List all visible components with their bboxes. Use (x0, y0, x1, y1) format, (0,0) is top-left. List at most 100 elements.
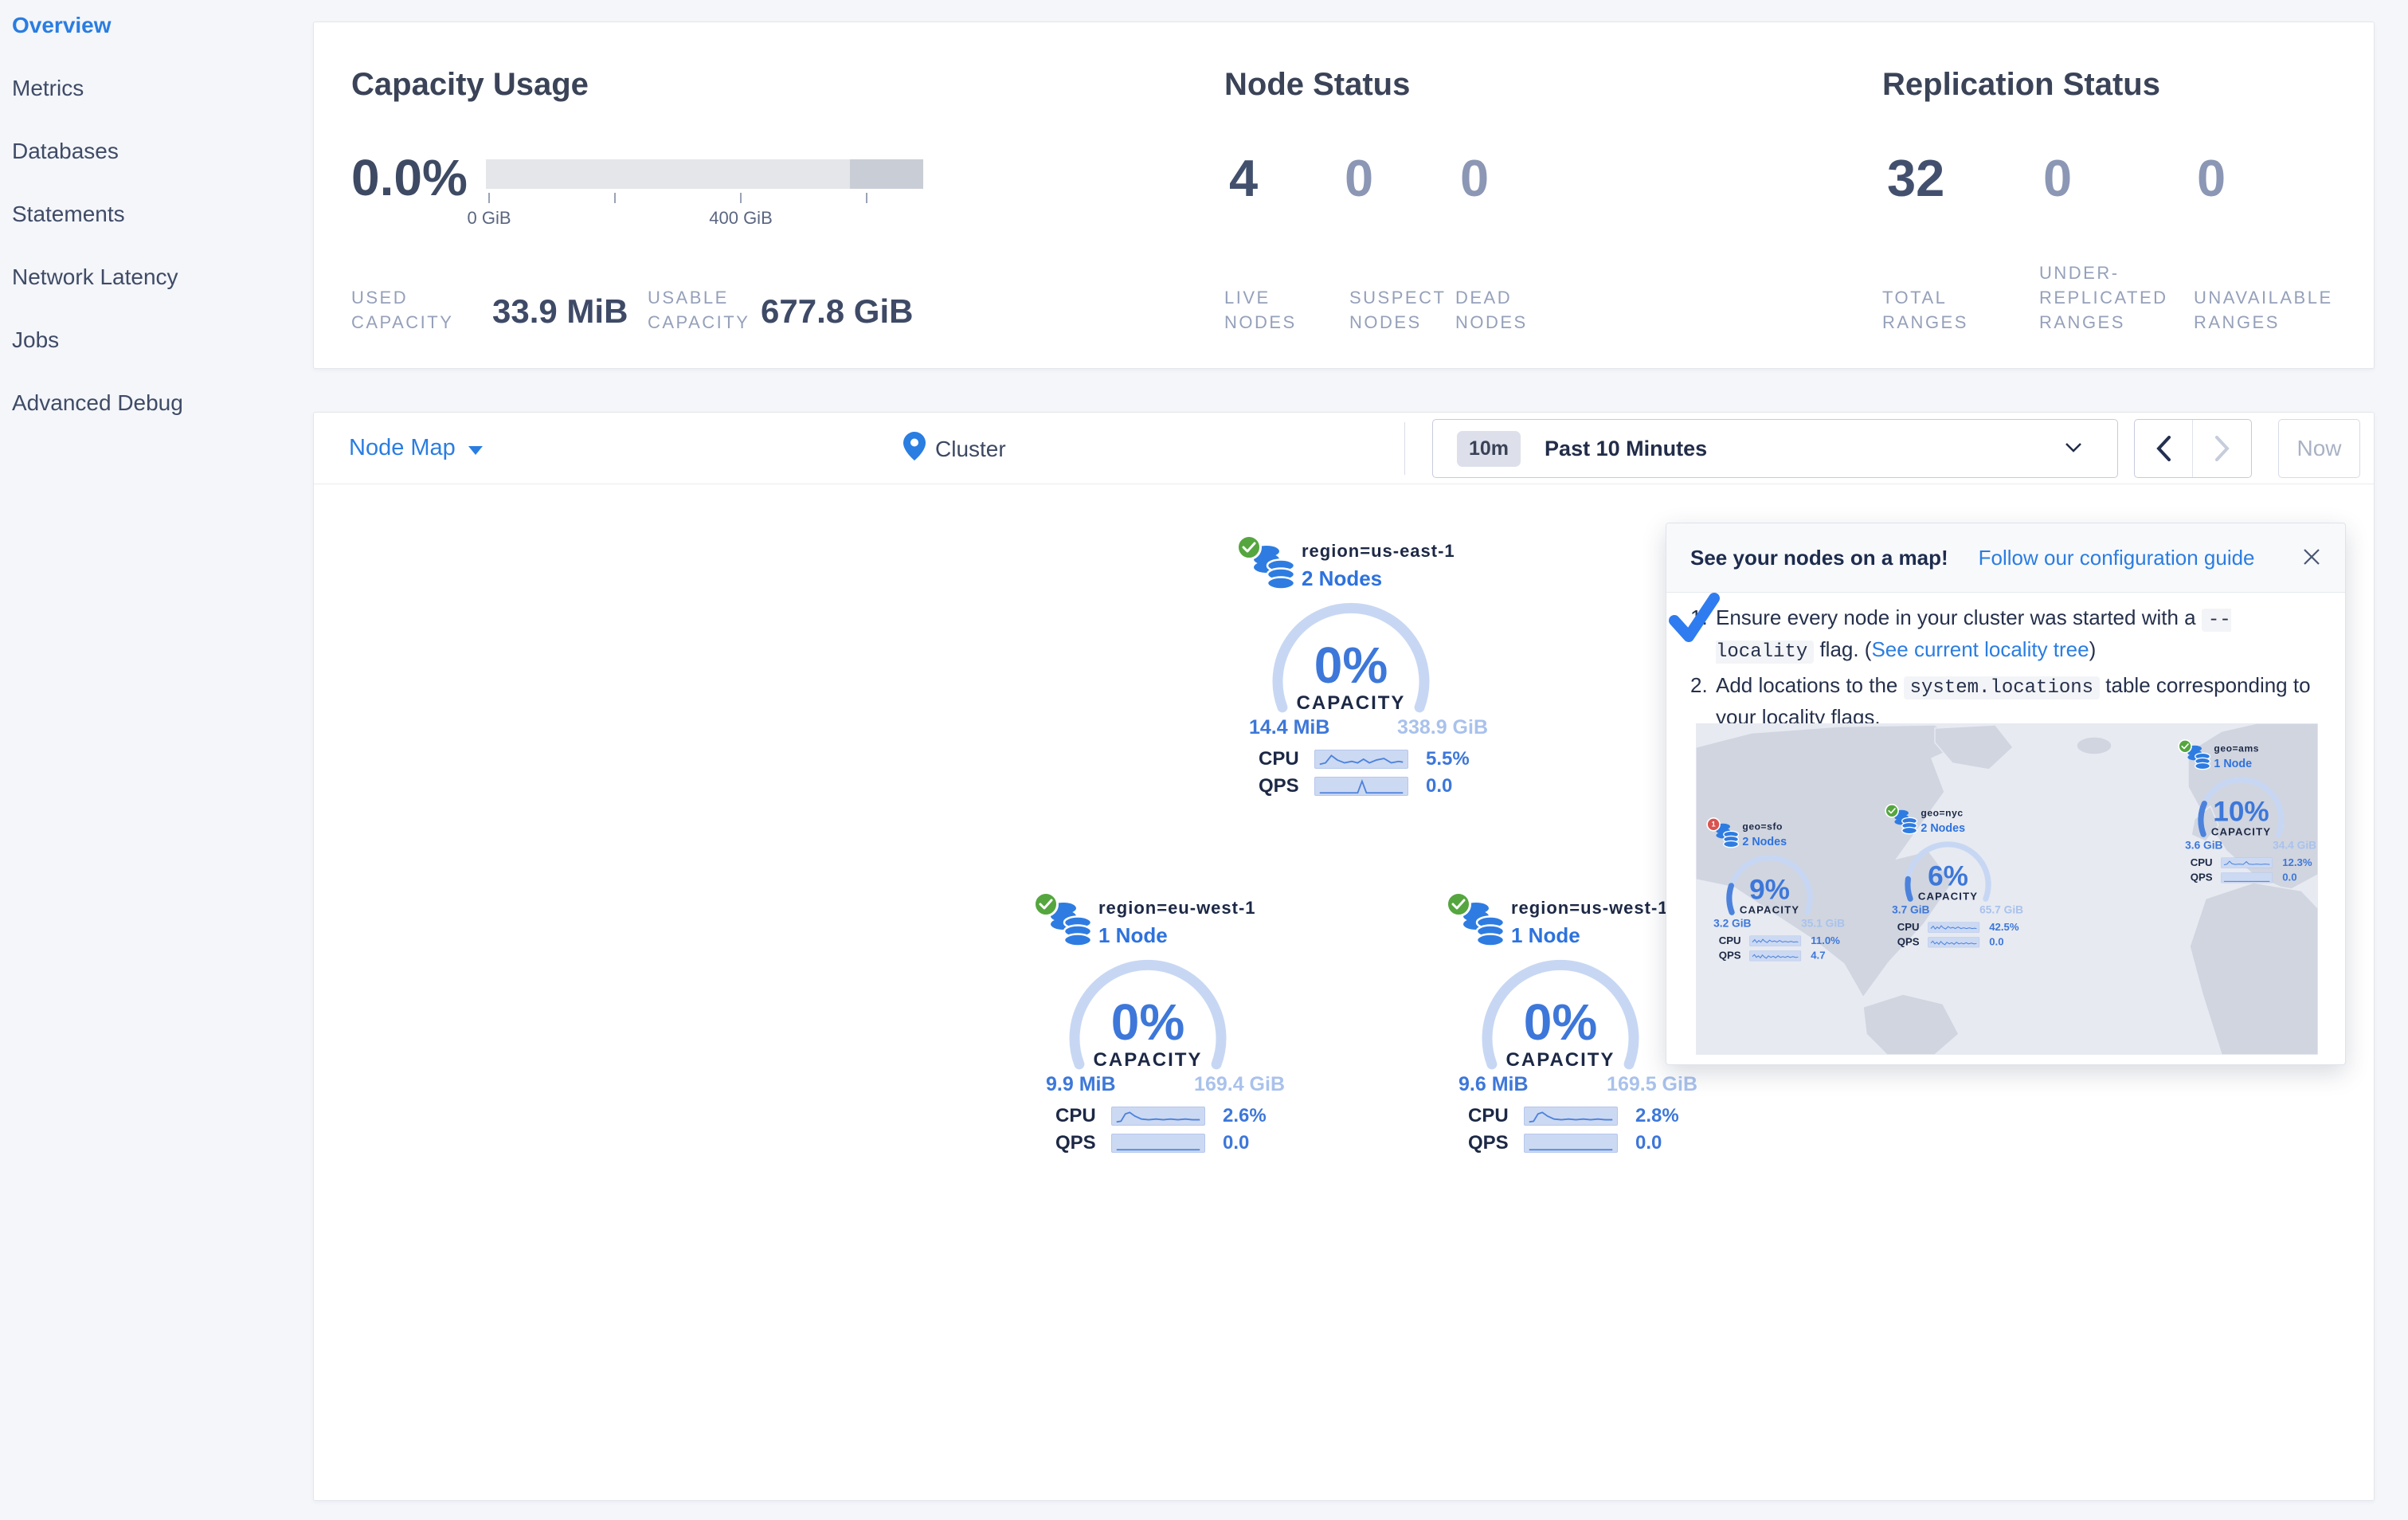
suspect-nodes-count: 0 (1345, 149, 1374, 207)
qps-sparkline (1314, 777, 1408, 796)
sidebar-item-metrics[interactable]: Metrics (12, 76, 84, 100)
capacity-gauge-arc (1726, 855, 1813, 915)
close-icon[interactable] (2302, 547, 2321, 566)
time-range-selector[interactable]: 10m Past 10 Minutes (1432, 419, 2118, 478)
capacity-gauge-label: CAPACITY (1296, 692, 1406, 714)
sidebar-item-network-latency[interactable]: Network Latency (12, 264, 178, 289)
cpu-label: CPU (1055, 1105, 1096, 1126)
region-usable-capacity: 169.5 GiB (1607, 1073, 1697, 1095)
database-nodes-icon (1254, 546, 1296, 590)
region-name: geo=nyc (1921, 807, 1964, 819)
region-used-capacity: 3.2 GiB (1713, 917, 1752, 930)
chevron-down-icon (468, 446, 483, 455)
region-usable-capacity: 35.1 GiB (1801, 917, 1846, 930)
node-map-guide-popup: See your nodes on a map! Follow our conf… (1666, 523, 2346, 1065)
capacity-gauge-label: CAPACITY (1739, 903, 1800, 916)
qps-label: QPS (1718, 950, 1741, 962)
capacity-gauge-arc (1905, 841, 1991, 902)
healthy-check-icon (1236, 535, 1262, 560)
map-toolbar: Node Map Cluster 10m Past 10 Minutes (314, 413, 2374, 484)
guide-map-preview: 1 geo=sfo 2 Nodes 9% CAPACITY 3.2 GiB (1696, 723, 2318, 1055)
region-usable-capacity: 338.9 GiB (1397, 716, 1488, 738)
cpu-sparkline (1928, 922, 1980, 933)
qps-value: 0.0 (1989, 936, 2004, 948)
capacity-gauge-arc (1069, 959, 1227, 1070)
dead-nodes-count: 0 (1460, 149, 1490, 207)
database-nodes-icon (1051, 903, 1093, 947)
world-map (1696, 723, 2318, 1055)
qps-sparkline (1111, 1134, 1205, 1153)
mini-region-ams: geo=ams 1 Node 10% CAPACITY 3.6 GiB 34.4… (2175, 739, 2318, 891)
qps-sparkline (1524, 1134, 1618, 1153)
now-button[interactable]: Now (2278, 419, 2360, 478)
axis-tick (488, 193, 490, 203)
region-used-capacity: 3.7 GiB (1892, 903, 1930, 916)
step-text: flag. ( (1814, 637, 1872, 661)
capacity-gauge-label: CAPACITY (1917, 890, 1979, 903)
sidebar-item-jobs[interactable]: Jobs (12, 327, 60, 352)
sidebar-item-databases[interactable]: Databases (12, 139, 119, 163)
system-locations-code: system.locations (1903, 676, 2101, 699)
region-name: region=eu-west-1 (1098, 898, 1256, 918)
capacity-gauge-percent: 0% (1110, 993, 1185, 1051)
prev-time-button[interactable] (2135, 420, 2193, 477)
view-selector-label: Node Map (349, 435, 456, 460)
axis-tick-label: 0 GiB (467, 208, 511, 228)
used-capacity-value: 33.9 MiB (492, 292, 628, 330)
mini-region-nyc: geo=nyc 2 Nodes 6% CAPACITY 3.7 GiB 65.7… (1882, 804, 2034, 955)
chevron-down-icon (2065, 443, 2081, 452)
cpu-sparkline (1314, 750, 1408, 769)
breadcrumb[interactable]: Cluster (935, 437, 1006, 461)
database-nodes-icon (1894, 809, 1918, 835)
capacity-gauge-label: CAPACITY (1505, 1049, 1615, 1071)
axis-tick-label: 400 GiB (709, 208, 773, 228)
configuration-guide-link[interactable]: Follow our configuration guide (1978, 545, 2255, 570)
warning-badge-icon: 1 (1706, 817, 1721, 832)
live-nodes-count: 4 (1229, 149, 1259, 207)
qps-value: 4.7 (1811, 950, 1826, 962)
cluster-summary-card: Capacity Usage 0.0% 0 GiB 400 GiB USED C… (313, 22, 2375, 369)
time-range-badge: 10m (1457, 430, 1521, 467)
region-name: region=us-west-1 (1511, 898, 1669, 918)
capacity-gauge-percent: 6% (1928, 860, 1968, 891)
time-range-label: Past 10 Minutes (1545, 436, 1708, 460)
cpu-value: 11.0% (1811, 934, 1840, 947)
axis-tick (740, 193, 742, 203)
region-name: geo=sfo (1742, 821, 1783, 832)
region-nodes-link[interactable]: 1 Node (1098, 923, 1168, 947)
region-nodes-link[interactable]: 2 Nodes (1302, 566, 1383, 590)
capacity-usage-title: Capacity Usage (351, 67, 589, 102)
usable-capacity-label: USABLE CAPACITY (648, 288, 750, 332)
under-replicated-count: 0 (2043, 149, 2073, 207)
region-used-capacity: 3.6 GiB (2185, 839, 2223, 852)
cpu-sparkline (2221, 857, 2273, 868)
step-done-check-icon (1669, 593, 1720, 642)
axis-tick (614, 193, 616, 203)
sidebar-item-statements[interactable]: Statements (12, 202, 125, 226)
dead-nodes-label: DEAD NODES (1455, 288, 1528, 332)
time-pager (2134, 419, 2252, 478)
qps-sparkline (2221, 872, 2273, 883)
region-usable-capacity: 34.4 GiB (2273, 839, 2317, 852)
unavailable-label: UNAVAILABLE RANGES (2194, 288, 2333, 332)
capacity-percent: 0.0% (351, 149, 468, 206)
capacity-bar-segment (850, 159, 923, 189)
qps-value: 0.0 (1223, 1132, 1250, 1154)
view-selector[interactable]: Node Map (349, 435, 483, 461)
region-nodes-link[interactable]: 1 Node (1511, 923, 1580, 947)
locality-tree-link[interactable]: See current locality tree (1871, 637, 2089, 661)
axis-tick (866, 193, 867, 203)
sidebar-item-advanced-debug[interactable]: Advanced Debug (12, 390, 183, 415)
capacity-gauge-percent: 9% (1749, 873, 1790, 905)
healthy-check-icon (1885, 804, 1899, 818)
chevron-left-icon (2156, 436, 2171, 461)
toolbar-divider (1404, 422, 1405, 475)
guide-step-1: 1. Ensure every node in your cluster was … (1689, 603, 2326, 667)
mini-region-sfo: 1 geo=sfo 2 Nodes 9% CAPACITY 3.2 GiB (1704, 817, 1855, 969)
used-capacity-label: USED CAPACITY (351, 288, 454, 332)
next-time-button[interactable] (2193, 420, 2251, 477)
node-status-title: Node Status (1224, 67, 1411, 102)
sidebar: Overview Metrics Databases Statements Ne… (0, 0, 311, 1520)
sidebar-item-overview[interactable]: Overview (12, 13, 112, 37)
region-group-us-east-1: region=us-east-1 2 Nodes 0% CAPACITY 14.… (1231, 535, 1502, 801)
